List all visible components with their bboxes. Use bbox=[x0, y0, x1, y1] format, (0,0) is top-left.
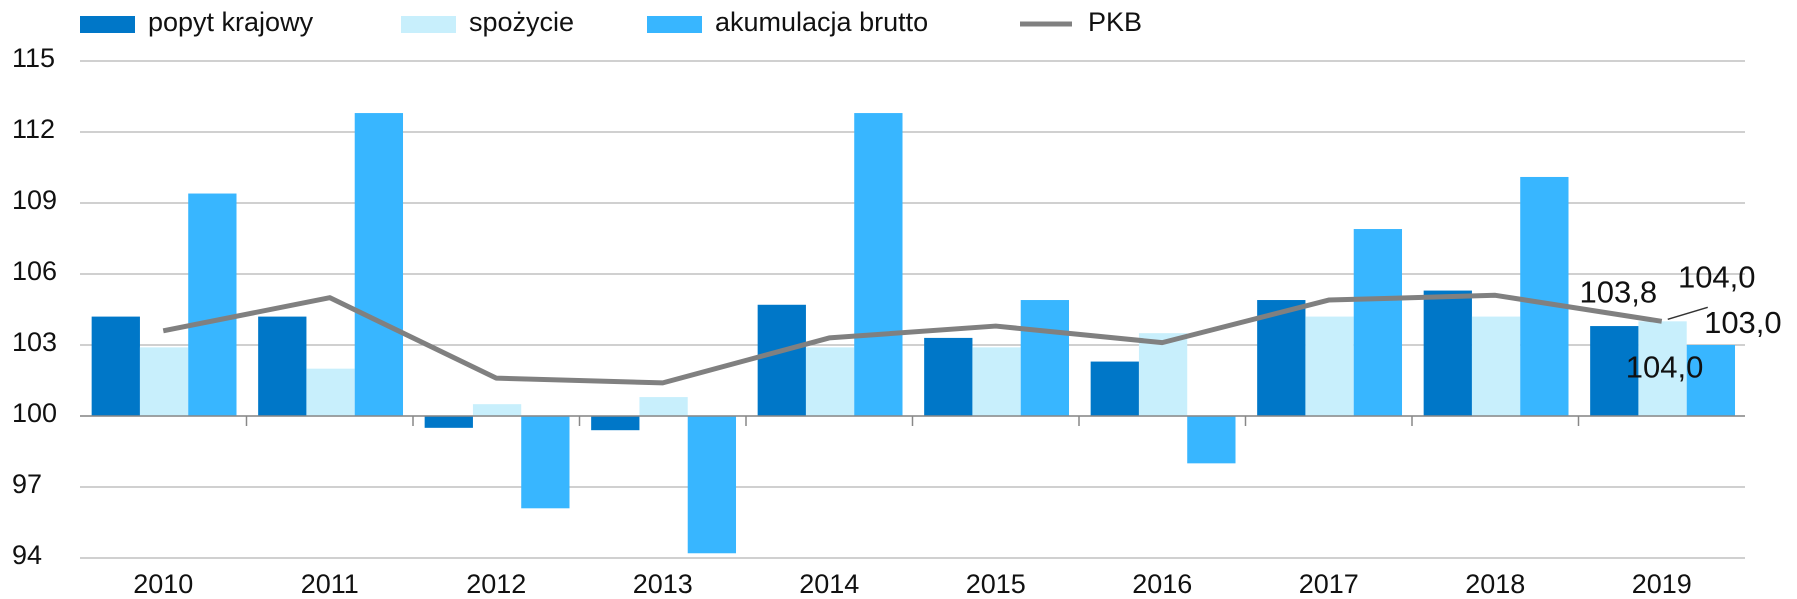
bar bbox=[424, 416, 473, 428]
bar bbox=[1257, 300, 1306, 416]
line bbox=[162, 292, 1663, 386]
bar bbox=[591, 416, 640, 431]
x-tick-label: 2016 bbox=[1132, 569, 1192, 599]
legend-swatch bbox=[80, 16, 135, 33]
value-label: 103,8 bbox=[1580, 274, 1658, 309]
y-tick-label: 103 bbox=[12, 327, 57, 357]
x-tick-label: 2010 bbox=[133, 569, 193, 599]
x-tick-label: 2012 bbox=[466, 569, 526, 599]
bar bbox=[472, 404, 522, 416]
bar bbox=[854, 113, 903, 417]
y-tick-label: 115 bbox=[12, 43, 55, 73]
y-tick-label: 100 bbox=[12, 398, 57, 428]
bar bbox=[1187, 416, 1236, 464]
bar bbox=[1520, 176, 1569, 416]
legend-label: akumulacja brutto bbox=[715, 7, 928, 37]
legend-swatch bbox=[401, 16, 456, 33]
bar bbox=[188, 193, 237, 416]
x-tick-label: 2011 bbox=[301, 569, 359, 599]
bar bbox=[757, 304, 806, 416]
value-label: 104,0 bbox=[1626, 350, 1704, 385]
x-tick-label: 2019 bbox=[1632, 569, 1692, 599]
x-tick-label: 2014 bbox=[799, 569, 859, 599]
bar bbox=[521, 416, 570, 509]
y-tick-label: 112 bbox=[12, 114, 55, 144]
legend-label: spożycie bbox=[469, 7, 574, 37]
bar bbox=[1471, 316, 1521, 416]
bar bbox=[1590, 326, 1639, 416]
bar bbox=[687, 416, 737, 554]
legend-label: PKB bbox=[1088, 7, 1142, 37]
y-tick-label: 97 bbox=[12, 469, 42, 499]
leader-line bbox=[1667, 306, 1708, 321]
x-tick-label: 2017 bbox=[1299, 569, 1359, 599]
x-tick-label: 2013 bbox=[633, 569, 693, 599]
bar bbox=[1138, 333, 1188, 416]
bar bbox=[1638, 321, 1687, 416]
bar bbox=[139, 347, 189, 416]
value-label: 104,0 bbox=[1678, 260, 1756, 295]
bar bbox=[354, 113, 404, 417]
bar bbox=[924, 337, 973, 416]
bar bbox=[1020, 300, 1070, 416]
bar bbox=[639, 397, 688, 416]
y-tick-label: 106 bbox=[12, 256, 57, 286]
bar bbox=[1090, 361, 1139, 416]
bar bbox=[1353, 229, 1403, 416]
bar bbox=[91, 316, 140, 416]
bar bbox=[306, 368, 355, 416]
value-label: 103,0 bbox=[1704, 305, 1782, 340]
bar bbox=[258, 316, 307, 416]
legend-label: popyt krajowy bbox=[148, 7, 314, 37]
y-tick-label: 94 bbox=[12, 540, 42, 570]
bar bbox=[972, 347, 1021, 416]
legend-swatch bbox=[647, 16, 702, 33]
bar bbox=[805, 347, 855, 416]
bar bbox=[1423, 290, 1472, 416]
bar bbox=[1305, 316, 1354, 416]
x-tick-label: 2015 bbox=[966, 569, 1026, 599]
y-tick-label: 109 bbox=[12, 185, 57, 215]
bar bbox=[1686, 345, 1736, 416]
x-tick-label: 2018 bbox=[1465, 569, 1525, 599]
